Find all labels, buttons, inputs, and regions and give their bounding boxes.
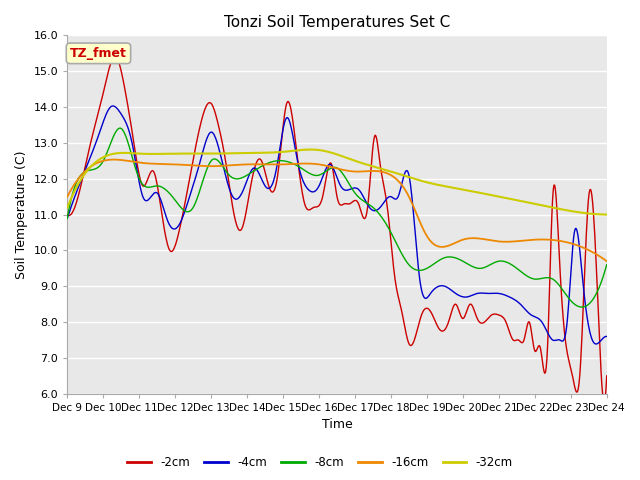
Y-axis label: Soil Temperature (C): Soil Temperature (C)	[15, 150, 28, 279]
Legend: -2cm, -4cm, -8cm, -16cm, -32cm: -2cm, -4cm, -8cm, -16cm, -32cm	[122, 452, 518, 474]
X-axis label: Time: Time	[322, 419, 353, 432]
Text: TZ_fmet: TZ_fmet	[70, 47, 127, 60]
Title: Tonzi Soil Temperatures Set C: Tonzi Soil Temperatures Set C	[224, 15, 450, 30]
